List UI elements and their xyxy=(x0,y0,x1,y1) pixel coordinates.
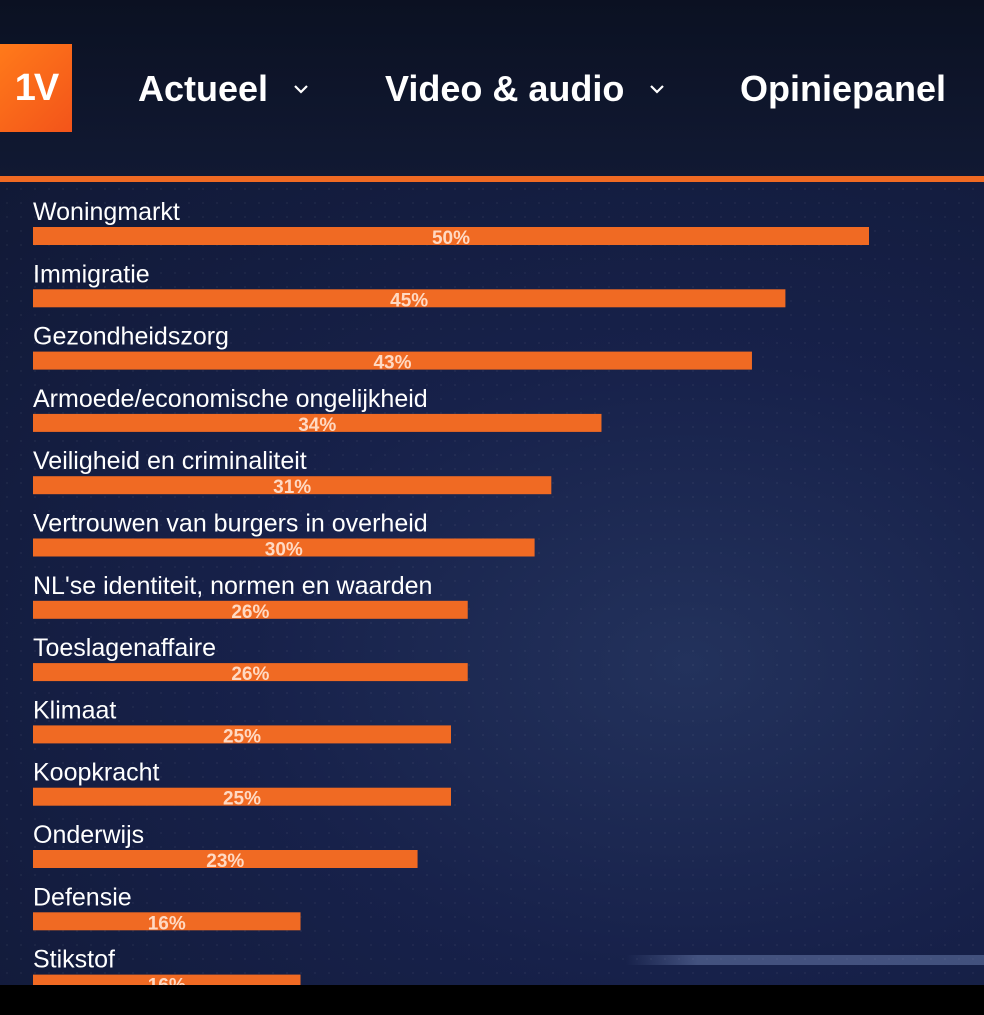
site-logo[interactable]: 1V xyxy=(0,44,72,132)
chevron-down-icon xyxy=(294,85,308,94)
value-label: 26% xyxy=(231,602,269,623)
app-frame: 1V Actueel Video & audio Opiniepanel Won… xyxy=(0,0,984,985)
top-navigation: 1V Actueel Video & audio Opiniepanel xyxy=(0,0,984,176)
bar xyxy=(33,912,301,931)
bar xyxy=(33,289,786,308)
logo-text: 1V xyxy=(14,66,60,109)
bar xyxy=(33,974,301,985)
category-label: Koopkracht xyxy=(33,759,160,787)
category-label: Immigratie xyxy=(33,260,150,288)
category-label: Klimaat xyxy=(33,696,116,724)
header-accent-divider xyxy=(0,176,984,182)
category-label: Woningmarkt xyxy=(33,198,180,226)
category-label: Defensie xyxy=(33,883,132,911)
nav-item-opiniepanel[interactable]: Opiniepanel xyxy=(740,68,946,110)
bar xyxy=(33,850,418,868)
category-label: Veiligheid en criminaliteit xyxy=(33,447,307,475)
decorative-stripe xyxy=(626,955,984,965)
bar xyxy=(33,227,869,245)
nav-label-opiniepanel: Opiniepanel xyxy=(740,68,947,109)
bar xyxy=(33,600,468,619)
value-label: 50% xyxy=(432,228,470,249)
bar xyxy=(33,476,552,495)
value-label: 31% xyxy=(273,477,311,498)
category-label: NL'se identiteit, normen en waarden xyxy=(33,572,432,600)
category-label: Gezondheidszorg xyxy=(33,323,229,351)
bar xyxy=(33,725,451,744)
category-label: Armoede/economische ongelijkheid xyxy=(33,385,428,413)
nav-item-actueel[interactable]: Actueel xyxy=(138,68,310,110)
bar xyxy=(33,538,535,557)
nav-item-video-audio[interactable]: Video & audio xyxy=(385,68,666,110)
value-label: 26% xyxy=(231,664,269,685)
value-label: 25% xyxy=(223,726,261,747)
value-label: 30% xyxy=(265,540,303,561)
value-label: 23% xyxy=(206,851,244,872)
value-label: 16% xyxy=(148,976,186,985)
category-label: Toeslagenaffaire xyxy=(33,634,216,662)
value-label: 45% xyxy=(390,290,428,311)
chevron-down-icon xyxy=(650,85,665,94)
value-label: 34% xyxy=(298,415,336,436)
nav-label-video-audio: Video & audio xyxy=(385,68,625,109)
bar xyxy=(33,787,451,806)
value-label: 43% xyxy=(373,353,411,374)
bar xyxy=(33,351,752,370)
category-label: Vertrouwen van burgers in overheid xyxy=(33,510,428,538)
value-label: 25% xyxy=(223,789,261,810)
issues-bar-chart: Woningmarkt 50% Immigratie 45% Gezondheidszo… xyxy=(33,198,869,985)
value-label: 16% xyxy=(148,913,186,934)
category-label: Onderwijs xyxy=(33,821,144,849)
bar xyxy=(33,663,468,682)
category-label: Stikstof xyxy=(33,946,115,974)
bar xyxy=(33,413,602,432)
nav-label-actueel: Actueel xyxy=(138,68,269,109)
